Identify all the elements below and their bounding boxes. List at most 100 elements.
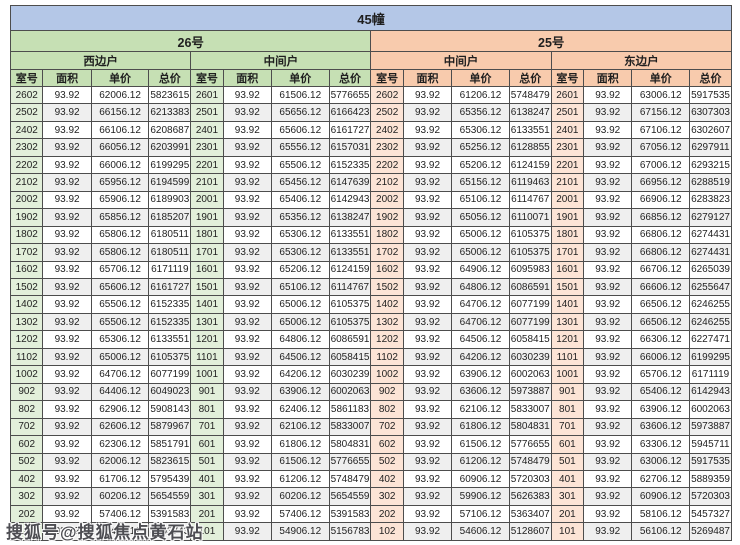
total-price-cell: 6105375 <box>508 243 552 262</box>
total-price-cell: 6293215 <box>689 155 732 175</box>
unit-price-cell: 67106.12 <box>631 120 691 140</box>
section-header-row: 26号 25号 <box>9 30 732 52</box>
room-cell: 2402 <box>9 120 44 140</box>
room-cell: 1002 <box>370 365 404 384</box>
unit-price-cell: 65106.12 <box>270 277 330 297</box>
table-row: 1702 93.92 65806.12 6180511 1701 93.92 65306.1… <box>9 243 732 262</box>
room-cell: 301 <box>190 487 224 506</box>
unit-price-cell: 65906.12 <box>90 190 150 210</box>
col-area: 面积 <box>583 69 633 87</box>
unit-price-cell: 65206.12 <box>451 155 510 175</box>
unit-price-cell: 65806.12 <box>90 225 150 245</box>
area-cell: 93.92 <box>42 435 92 454</box>
total-price-cell: 5879967 <box>148 417 192 437</box>
table-row: 1502 93.92 65606.12 6161727 1501 93.92 65106.1… <box>9 277 732 297</box>
unit-price-cell: 62906.12 <box>90 400 150 419</box>
table-row: 602 93.92 62306.12 5851791 601 93.92 61806.12 5… <box>9 435 732 454</box>
area-cell: 93.92 <box>222 120 272 140</box>
total-price-cell: 6180511 <box>148 225 192 245</box>
area-cell: 93.92 <box>402 417 453 437</box>
room-cell: 702 <box>370 417 404 437</box>
total-price-cell: 5626383 <box>508 487 552 506</box>
area-cell: 93.92 <box>42 138 92 157</box>
room-cell: 401 <box>190 469 224 489</box>
total-price-cell: 6133551 <box>508 120 552 140</box>
area-cell: 93.92 <box>583 504 633 524</box>
room-cell: 1701 <box>190 243 224 262</box>
area-cell: 93.92 <box>402 190 453 210</box>
unit-price-cell: 65556.12 <box>270 138 330 157</box>
room-cell: 601 <box>550 435 585 454</box>
area-cell: 93.92 <box>222 400 272 419</box>
price-table-body: 2602 93.92 62006.12 5823615 2601 93.92 61506.1… <box>9 85 732 541</box>
total-price-cell: 5917535 <box>689 85 732 105</box>
unit-price-cell: 66156.12 <box>90 103 150 122</box>
room-cell: 802 <box>370 400 404 419</box>
room-cell: 601 <box>190 435 224 454</box>
table-row: 1402 93.92 65506.12 6152335 1401 93.92 65006.1… <box>9 295 732 314</box>
total-price-cell: 6279127 <box>689 208 732 227</box>
unit-price-cell: 65456.12 <box>270 173 330 192</box>
total-price-cell: 6194599 <box>148 173 192 192</box>
unit-price-cell: 65856.12 <box>90 208 150 227</box>
unit-price-cell: 66956.12 <box>631 173 691 192</box>
area-cell: 93.92 <box>402 277 453 297</box>
room-cell: 2002 <box>9 190 44 210</box>
unit-price-cell: 63906.12 <box>451 365 510 384</box>
table-row: 1002 93.92 64706.12 6077199 1001 93.92 64206.1… <box>9 365 732 384</box>
room-cell: 1901 <box>190 208 224 227</box>
area-cell: 93.92 <box>583 365 633 384</box>
area-cell: 93.92 <box>222 312 272 332</box>
total-price-cell: 5823615 <box>148 452 192 471</box>
unit-price-cell: 65006.12 <box>270 312 330 332</box>
unit-group-row: 西边户 中间户 中间户 东边户 <box>9 51 733 70</box>
area-cell: 93.92 <box>583 155 633 175</box>
unit-price-cell: 63606.12 <box>451 382 510 402</box>
table-row: 102 93.92 55406.12 5203743 101 93.92 54906.12 5… <box>9 522 732 541</box>
room-cell: 1202 <box>370 330 404 349</box>
column-header-row: 室号 面积 单价 总价 室号 面积 单价 总价 室号 面积 单价 总价 室号 面… <box>9 69 732 87</box>
total-price-cell: 5748479 <box>508 452 552 471</box>
unit-price-cell: 64806.12 <box>451 277 510 297</box>
table-row: 902 93.92 64406.12 6049023 901 93.92 63906.12 6… <box>9 382 732 402</box>
area-cell: 93.92 <box>42 504 92 524</box>
room-cell: 1101 <box>550 347 585 367</box>
area-cell: 93.92 <box>402 365 453 384</box>
room-cell: 2602 <box>370 85 404 105</box>
unit-price-cell: 65806.12 <box>90 243 150 262</box>
unit-price-cell: 62106.12 <box>270 417 330 437</box>
unit-price-cell: 66806.12 <box>631 243 691 262</box>
total-price-cell: 6077199 <box>148 365 192 384</box>
total-price-cell: 6105375 <box>508 225 552 245</box>
room-cell: 701 <box>550 417 585 437</box>
total-price-cell: 5851791 <box>148 435 192 454</box>
room-cell: 501 <box>190 452 224 471</box>
room-cell: 1502 <box>9 277 44 297</box>
unit-price-cell: 65606.12 <box>270 120 330 140</box>
table-row: 1102 93.92 65006.12 6105375 1101 93.92 64506.1… <box>9 347 732 367</box>
room-cell: 1502 <box>370 277 404 297</box>
room-cell: 302 <box>370 487 404 506</box>
total-price-cell: 5748479 <box>508 85 552 105</box>
table-row: 2002 93.92 65906.12 6189903 2001 93.92 65406.1… <box>9 190 732 210</box>
total-price-cell: 6199295 <box>148 155 192 175</box>
room-cell: 602 <box>370 435 404 454</box>
room-cell: 401 <box>550 469 585 489</box>
area-cell: 93.92 <box>583 173 633 192</box>
area-cell: 93.92 <box>583 208 633 227</box>
room-cell: 2002 <box>370 190 404 210</box>
area-cell: 93.92 <box>583 469 633 489</box>
area-cell: 93.92 <box>42 155 92 175</box>
area-cell: 93.92 <box>402 330 453 349</box>
unit-price-cell: 54906.12 <box>270 522 330 541</box>
total-price-cell: 5720303 <box>689 487 732 506</box>
unit-price-cell: 65006.12 <box>90 347 150 367</box>
group-middle-unit-26: 中间户 <box>190 51 372 70</box>
unit-price-cell: 65706.12 <box>631 365 691 384</box>
total-price-cell: 6142943 <box>328 190 372 210</box>
unit-price-cell: 66006.12 <box>90 155 150 175</box>
area-cell: 93.92 <box>583 138 633 157</box>
area-cell: 93.92 <box>222 138 272 157</box>
unit-price-cell: 64906.12 <box>451 260 510 279</box>
unit-price-cell: 61206.12 <box>451 85 510 105</box>
